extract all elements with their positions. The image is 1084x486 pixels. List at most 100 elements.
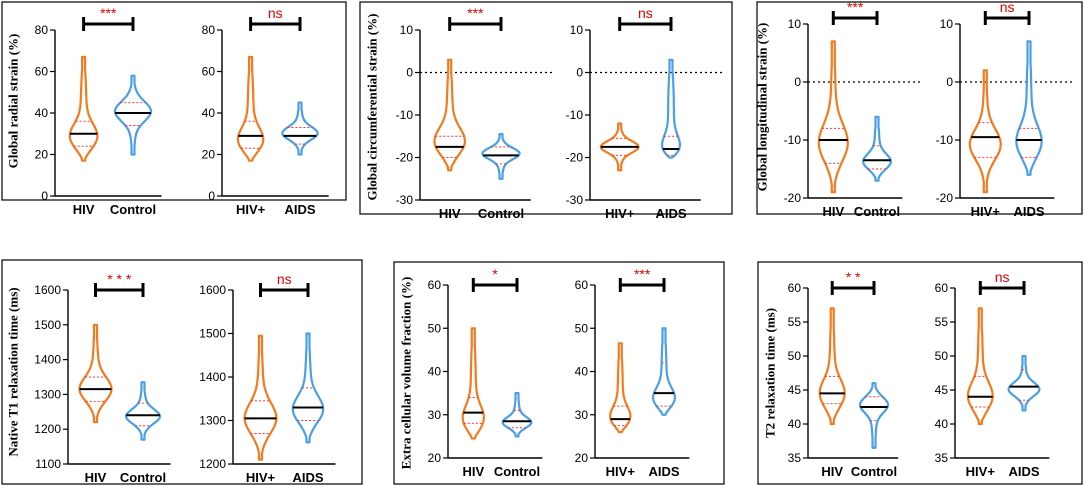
y-tick-label: 40 bbox=[788, 417, 802, 431]
violin-hiv bbox=[817, 40, 849, 194]
category-label: HIV+ bbox=[966, 464, 996, 479]
y-tick-label: 10 bbox=[570, 23, 584, 37]
category-label: AIDS bbox=[648, 464, 679, 479]
y-tick-label: 60 bbox=[35, 65, 49, 79]
y-axis-label: T2 relaxation time (ms) bbox=[763, 308, 778, 438]
subplot-hiv+-aids: 0 20 40 60 80 HIV+ AIDS ns bbox=[202, 5, 329, 217]
y-tick-label: 1200 bbox=[34, 422, 61, 436]
subplot-hiv-control: 35 40 45 50 55 60 HIV Control * * bbox=[788, 269, 899, 479]
violin-control bbox=[481, 133, 521, 180]
y-tick-label: 1400 bbox=[34, 353, 61, 367]
significance-label: *** bbox=[467, 5, 484, 21]
y-tick-label: 20 bbox=[35, 148, 49, 162]
significance-label: * * bbox=[846, 269, 861, 285]
y-tick-label: -10 bbox=[936, 133, 954, 147]
category-label: Control bbox=[478, 206, 524, 221]
y-tick-label: 35 bbox=[788, 451, 802, 465]
y-tick-label: 60 bbox=[575, 278, 589, 292]
y-tick-label: -30 bbox=[396, 193, 414, 207]
violin-hiv bbox=[68, 55, 99, 162]
y-tick-label: -20 bbox=[566, 151, 584, 165]
y-axis-label: Native T1 relaxation time (ms) bbox=[6, 287, 21, 456]
y-tick-label: 0 bbox=[208, 189, 215, 203]
y-tick-label: 0 bbox=[576, 66, 583, 80]
panel-ecv: Extra cellular volume fraction (%) 20 30 40… bbox=[393, 261, 725, 485]
violin-aids bbox=[1007, 354, 1041, 412]
category-label: Control bbox=[851, 464, 897, 479]
subplot-hiv-control: -30 -20 -10 0 10 HIV Control *** bbox=[396, 5, 555, 221]
violin-control bbox=[862, 115, 892, 182]
y-tick-label: 50 bbox=[428, 321, 442, 335]
y-tick-label: 1600 bbox=[199, 283, 226, 297]
category-label: Control bbox=[120, 470, 166, 485]
violin-hiv bbox=[461, 327, 485, 440]
significance-label: *** bbox=[100, 5, 117, 21]
y-tick-label: 1200 bbox=[199, 457, 226, 471]
subplot-hiv-control: 0 20 40 60 80 HIV Control *** bbox=[35, 5, 162, 217]
y-tick-label: 10 bbox=[940, 17, 954, 31]
significance-label: ns bbox=[638, 5, 653, 21]
subplot-hiv+-aids: -20 -10 0 10 HIV+ AIDS ns bbox=[936, 0, 1075, 219]
category-label: AIDS bbox=[1008, 464, 1039, 479]
y-tick-label: 0 bbox=[406, 66, 413, 80]
category-label: HIV bbox=[439, 206, 461, 221]
y-tick-label: -30 bbox=[566, 193, 584, 207]
panel-frame bbox=[359, 1, 733, 215]
panel-frame bbox=[756, 1, 1083, 215]
y-tick-label: -10 bbox=[784, 133, 802, 147]
y-tick-label: 20 bbox=[575, 451, 589, 465]
y-tick-label: 10 bbox=[400, 23, 414, 37]
y-tick-label: 60 bbox=[788, 281, 802, 295]
y-tick-label: 40 bbox=[428, 365, 442, 379]
subplot-hiv-control: 1100 1200 1300 1400 1500 1600 HIV Control * * * bbox=[34, 271, 171, 485]
category-label: AIDS bbox=[1013, 204, 1044, 219]
significance-label: ns bbox=[1000, 0, 1015, 15]
y-axis-label: Global longitudinal strain (%) bbox=[755, 23, 770, 192]
violin-hiv bbox=[433, 58, 466, 172]
y-tick-label: 45 bbox=[788, 383, 802, 397]
significance-label: ns bbox=[995, 269, 1010, 285]
y-tick-label: 60 bbox=[428, 278, 442, 292]
y-tick-label: 35 bbox=[935, 451, 949, 465]
panel-longitudinal: Global longitudinal strain (%) -20 -10 0 10 H… bbox=[755, 0, 1083, 219]
category-label: HIV bbox=[462, 464, 484, 479]
violin-aids bbox=[1015, 40, 1043, 176]
violin-aids bbox=[281, 101, 319, 156]
y-tick-label: 1300 bbox=[34, 387, 61, 401]
y-tick-label: 60 bbox=[202, 65, 216, 79]
y-tick-label: 55 bbox=[788, 315, 802, 329]
y-tick-label: 50 bbox=[935, 349, 949, 363]
y-tick-label: -20 bbox=[936, 191, 954, 205]
panel-circumferential: Global circumferential strain (%) -30 -20 -… bbox=[359, 1, 733, 221]
y-tick-label: 60 bbox=[935, 281, 949, 295]
subplot-hiv-control: -20 -10 0 10 HIV Control *** bbox=[784, 0, 923, 219]
y-tick-label: 0 bbox=[41, 189, 48, 203]
panel-radial: Global radial strain (%) 0 20 40 60 80 HIV Cont… bbox=[1, 1, 347, 217]
violin-hiv-pos bbox=[609, 342, 632, 434]
y-tick-label: 1600 bbox=[34, 283, 61, 297]
y-tick-label: 80 bbox=[202, 23, 216, 37]
category-label: HIV+ bbox=[605, 206, 635, 221]
subplot-hiv-control: 20 30 40 50 60 HIV Control * bbox=[428, 266, 543, 479]
y-tick-label: 40 bbox=[202, 106, 216, 120]
significance-label: ns bbox=[268, 5, 283, 21]
panel-frame bbox=[1, 1, 347, 201]
y-tick-label: 1500 bbox=[34, 318, 61, 332]
y-tick-label: 50 bbox=[575, 321, 589, 335]
category-label: HIV bbox=[85, 470, 107, 485]
y-tick-label: 1300 bbox=[199, 414, 226, 428]
panel-t2: T2 relaxation time (ms) 35 40 45 50 55 60 HIV Co… bbox=[757, 261, 1083, 485]
y-axis-label: Global circumferential strain (%) bbox=[365, 14, 380, 201]
y-tick-label: 1500 bbox=[199, 327, 226, 341]
y-tick-label: 30 bbox=[428, 408, 442, 422]
category-label: HIV+ bbox=[236, 202, 266, 217]
y-tick-label: 55 bbox=[935, 315, 949, 329]
category-label: AIDS bbox=[284, 202, 315, 217]
violin-control bbox=[113, 74, 153, 156]
y-tick-label: 30 bbox=[575, 408, 589, 422]
y-tick-label: 45 bbox=[935, 383, 949, 397]
violin-hiv-pos bbox=[243, 334, 278, 461]
subplot-hiv+-aids: 35 40 45 50 55 60 HIV+ AIDS ns bbox=[935, 269, 1050, 479]
violin-hiv-pos bbox=[966, 307, 994, 426]
significance-label: * * * bbox=[107, 271, 132, 287]
